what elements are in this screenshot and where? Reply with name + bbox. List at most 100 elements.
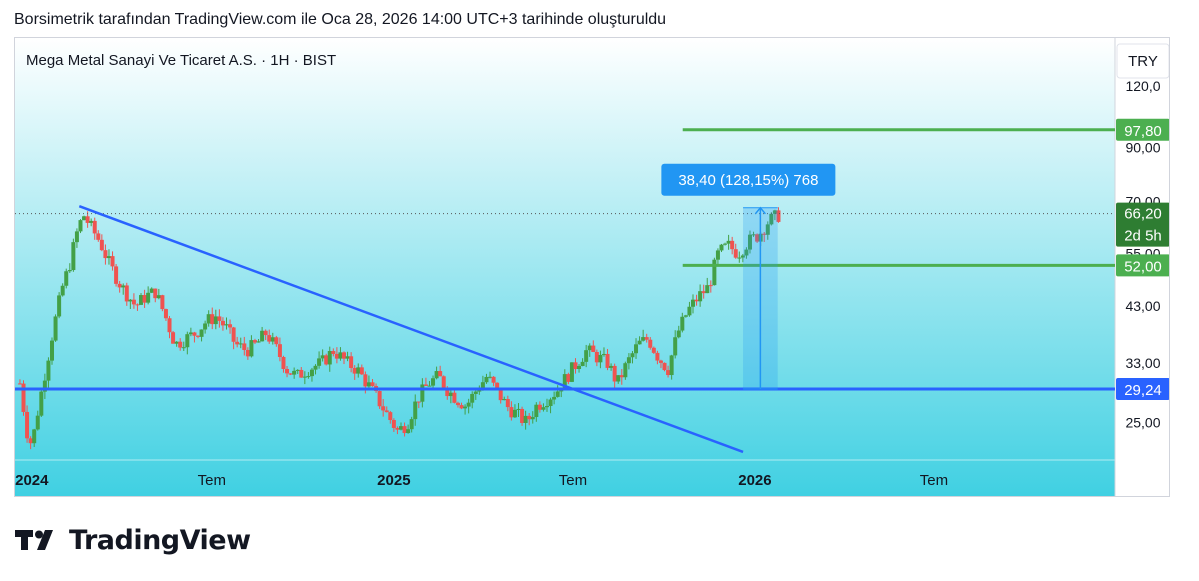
candle-body <box>541 407 546 410</box>
candle-body <box>416 401 421 403</box>
candle-body <box>285 368 290 374</box>
candle-body <box>409 419 414 430</box>
candle-body <box>420 384 425 402</box>
candle-body <box>39 391 44 416</box>
candle-body <box>99 239 104 251</box>
plot-background <box>15 38 1115 496</box>
candle-body <box>427 385 432 387</box>
candle-body <box>388 412 393 421</box>
candle-body <box>384 410 389 413</box>
candle-body <box>491 376 496 383</box>
candle-body <box>666 370 671 376</box>
candle-body <box>637 340 642 345</box>
candle-body <box>477 390 482 392</box>
candle-body <box>619 375 624 378</box>
candle-body <box>249 340 254 357</box>
candle-body <box>153 288 158 299</box>
candle-body <box>363 374 368 387</box>
candle-body <box>737 257 742 259</box>
y-tick-label: 90,00 <box>1125 140 1160 156</box>
candle-body <box>199 329 204 337</box>
candle-body <box>484 376 489 383</box>
candle-body <box>74 231 79 243</box>
candle-body <box>17 383 22 385</box>
candle-body <box>117 283 122 288</box>
candle-body <box>455 402 460 406</box>
candle-body <box>441 376 446 388</box>
candle-body <box>245 349 250 357</box>
candle-body <box>616 375 621 382</box>
candle-body <box>733 249 738 258</box>
x-tick-label: Tem <box>920 472 948 489</box>
price-chart[interactable]: Mega Metal Sanayi Ve Ticaret A.S. · 1H ·… <box>15 38 1170 497</box>
candle-body <box>220 320 225 326</box>
candle-body <box>377 391 382 407</box>
candle-body <box>769 213 774 225</box>
candle-body <box>146 292 151 303</box>
candle-body <box>530 417 535 420</box>
price-level-label: 97,80 <box>1124 123 1162 140</box>
candle-body <box>577 366 582 370</box>
candle-body <box>103 250 108 259</box>
candle-body <box>106 256 111 259</box>
candle-body <box>42 380 47 392</box>
candle-body <box>516 408 521 410</box>
candle-body <box>559 390 564 392</box>
candle-body <box>605 353 610 368</box>
candle-body <box>188 332 193 335</box>
candle-body <box>96 233 101 240</box>
candle-body <box>644 337 649 340</box>
candle-body <box>35 415 40 430</box>
candle-body <box>655 352 660 361</box>
chart-frame[interactable]: Mega Metal Sanayi Ve Ticaret A.S. · 1H ·… <box>14 37 1170 497</box>
candle-body <box>163 309 168 319</box>
candle-body <box>224 324 229 326</box>
candle-body <box>413 401 418 420</box>
candle-body <box>705 285 710 294</box>
candle-body <box>46 360 51 381</box>
candle-body <box>135 304 140 306</box>
currency-label: TRY <box>1128 53 1158 70</box>
candle-body <box>338 352 343 359</box>
candle-body <box>694 299 699 302</box>
candle-body <box>452 392 457 403</box>
candle-body <box>288 373 293 375</box>
candle-body <box>167 318 172 333</box>
candle-body <box>662 362 667 371</box>
candle-body <box>171 332 176 344</box>
candle-body <box>594 351 599 363</box>
candle-body <box>755 234 760 242</box>
currency-button[interactable] <box>1116 43 1169 79</box>
candle-body <box>274 337 279 345</box>
candle-body <box>683 315 688 317</box>
candle-body <box>537 404 542 410</box>
descending-trendline <box>78 205 744 454</box>
candle-body <box>370 382 375 387</box>
candle-body <box>658 360 663 363</box>
candle-body <box>235 341 240 345</box>
candle-body <box>765 224 770 235</box>
candle-body <box>523 415 528 423</box>
candle-body <box>587 345 592 351</box>
candle-body <box>178 341 183 348</box>
candle-body <box>210 314 215 325</box>
candle-body <box>156 295 161 299</box>
candle-body <box>256 341 261 343</box>
candle-body <box>669 355 674 376</box>
candle-body <box>505 399 510 408</box>
candle-body <box>445 387 450 397</box>
candle-body <box>502 399 507 401</box>
candle-body <box>651 347 656 353</box>
candle-body <box>544 405 549 408</box>
candle-body <box>306 376 311 378</box>
candle-body <box>626 357 631 364</box>
candle-body <box>534 404 539 418</box>
candle-body <box>217 316 222 321</box>
candle-body <box>85 216 90 223</box>
candle-body <box>740 255 745 258</box>
candle-body <box>648 339 653 348</box>
price-level-badge <box>1116 254 1169 277</box>
candle-body <box>71 242 76 271</box>
candle-body <box>366 382 371 387</box>
candle-body <box>342 352 347 359</box>
